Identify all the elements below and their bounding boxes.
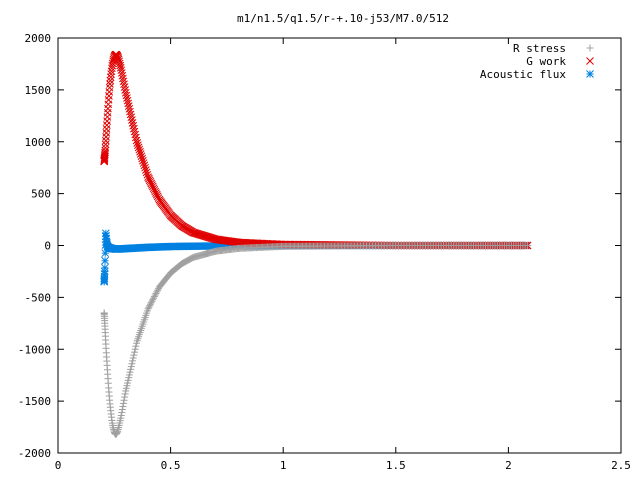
data-point <box>141 166 150 174</box>
data-point <box>153 288 161 296</box>
data-point <box>101 263 109 272</box>
data-point <box>119 402 127 410</box>
data-point <box>101 150 109 159</box>
data-point <box>101 146 110 155</box>
data-point <box>128 360 136 368</box>
x-tick-label: 1.5 <box>386 459 406 472</box>
data-point <box>100 267 109 276</box>
data-point <box>101 140 110 149</box>
legend-marker <box>586 70 594 78</box>
y-tick-label: -2000 <box>18 447 51 460</box>
data-point <box>118 406 126 414</box>
data-point <box>150 293 158 301</box>
data-point <box>134 143 143 152</box>
data-point <box>136 150 145 158</box>
data-point <box>131 130 140 139</box>
data-point <box>146 300 154 308</box>
data-point <box>140 161 149 170</box>
data-point <box>119 399 127 407</box>
data-point <box>134 141 142 150</box>
data-point <box>130 351 138 359</box>
data-point <box>116 61 125 70</box>
data-point <box>118 409 126 417</box>
data-point <box>130 127 139 136</box>
data-point <box>136 147 144 156</box>
legend-marker <box>586 57 594 65</box>
y-tick-label: -1500 <box>18 395 51 408</box>
data-point <box>121 393 129 401</box>
data-point <box>106 76 115 85</box>
data-point <box>151 291 159 299</box>
x-tick-label: 0 <box>55 459 62 472</box>
data-point <box>102 136 110 145</box>
legend-label: Acoustic flux <box>480 68 566 81</box>
data-point <box>133 139 142 147</box>
data-point <box>117 412 125 420</box>
data-point <box>150 294 158 302</box>
data-point <box>129 354 137 362</box>
data-point <box>121 390 129 398</box>
data-point <box>129 357 137 365</box>
data-point <box>144 305 152 313</box>
y-tick-label: -500 <box>25 291 52 304</box>
data-point <box>131 348 139 356</box>
data-point <box>101 256 109 265</box>
series-g-work <box>100 50 532 250</box>
y-tick-label: -1000 <box>18 343 51 356</box>
data-marks <box>100 50 532 438</box>
data-point <box>143 170 152 179</box>
data-point <box>524 242 532 249</box>
data-point <box>149 296 157 304</box>
y-tick-label: 0 <box>44 240 51 253</box>
data-point <box>128 119 137 127</box>
data-point <box>108 61 117 70</box>
data-point <box>138 154 147 163</box>
y-tick-label: 1500 <box>25 84 52 97</box>
data-point <box>106 80 114 88</box>
data-point <box>142 168 151 177</box>
data-point <box>115 59 124 68</box>
x-tick-label: 1 <box>280 459 287 472</box>
data-point <box>113 52 122 61</box>
data-point <box>105 83 114 92</box>
data-point <box>141 163 149 172</box>
series-r-stress <box>100 242 532 438</box>
data-point <box>139 156 147 165</box>
data-point <box>101 143 110 152</box>
data-point <box>132 136 141 145</box>
y-tick-label: 1000 <box>25 136 52 149</box>
axis-ticks: 0 0.5 1 1.5 2 2.5 2000 1500 1000 500 0 -500 -1000 -15… <box>18 32 631 472</box>
data-point <box>152 289 160 297</box>
data-point <box>145 303 153 311</box>
x-tick-label: 0.5 <box>161 459 181 472</box>
data-point <box>154 286 162 294</box>
data-point <box>135 145 144 154</box>
legend-label: R stress <box>513 42 566 55</box>
data-point <box>102 129 111 137</box>
data-point <box>147 299 155 307</box>
data-point <box>139 159 148 167</box>
chart-title: m1/n1.5/q1.5/r-+.10-j53/M7.0/512 <box>237 12 449 25</box>
data-point <box>146 302 154 310</box>
legend-label: G work <box>526 55 566 68</box>
y-tick-label: 2000 <box>25 32 52 45</box>
data-point <box>128 116 136 124</box>
y-tick-label: 500 <box>31 188 51 201</box>
x-tick-label: 2 <box>505 459 512 472</box>
data-point <box>130 124 138 133</box>
data-point <box>132 342 140 350</box>
x-tick-label: 2.5 <box>611 459 631 472</box>
data-point <box>102 125 111 133</box>
data-point <box>120 396 128 404</box>
data-point <box>137 152 146 161</box>
legend-marker <box>586 44 594 52</box>
data-point <box>129 121 138 130</box>
data-point <box>131 345 139 353</box>
data-point <box>148 297 156 305</box>
